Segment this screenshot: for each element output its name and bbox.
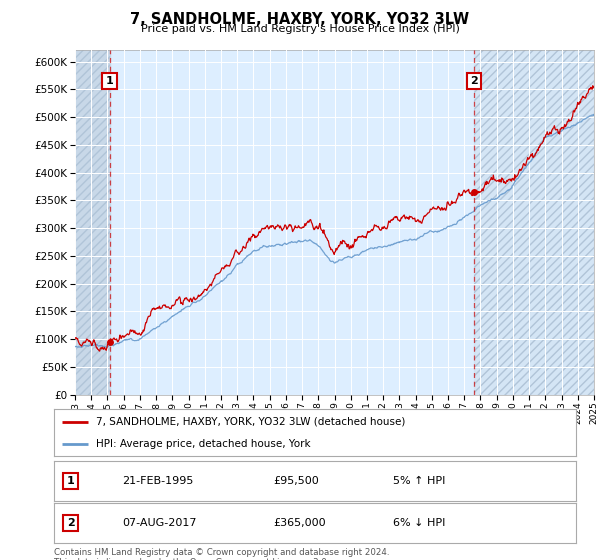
Text: Price paid vs. HM Land Registry's House Price Index (HPI): Price paid vs. HM Land Registry's House … — [140, 24, 460, 34]
Text: 7, SANDHOLME, HAXBY, YORK, YO32 3LW (detached house): 7, SANDHOLME, HAXBY, YORK, YO32 3LW (det… — [96, 417, 405, 427]
Text: 07-AUG-2017: 07-AUG-2017 — [122, 518, 196, 528]
Bar — [75, 50, 110, 395]
Text: 1: 1 — [67, 476, 74, 486]
Bar — [474, 50, 594, 395]
Text: 7, SANDHOLME, HAXBY, YORK, YO32 3LW: 7, SANDHOLME, HAXBY, YORK, YO32 3LW — [130, 12, 470, 27]
Bar — [474, 50, 594, 395]
Text: HPI: Average price, detached house, York: HPI: Average price, detached house, York — [96, 438, 310, 449]
Text: 6% ↓ HPI: 6% ↓ HPI — [394, 518, 446, 528]
Text: Contains HM Land Registry data © Crown copyright and database right 2024.
This d: Contains HM Land Registry data © Crown c… — [54, 548, 389, 560]
Text: £365,000: £365,000 — [273, 518, 326, 528]
Bar — [75, 50, 110, 395]
Text: £95,500: £95,500 — [273, 476, 319, 486]
Text: 2: 2 — [67, 518, 74, 528]
Text: 1: 1 — [106, 76, 113, 86]
Text: 21-FEB-1995: 21-FEB-1995 — [122, 476, 193, 486]
Text: 5% ↑ HPI: 5% ↑ HPI — [394, 476, 446, 486]
Text: 2: 2 — [470, 76, 478, 86]
